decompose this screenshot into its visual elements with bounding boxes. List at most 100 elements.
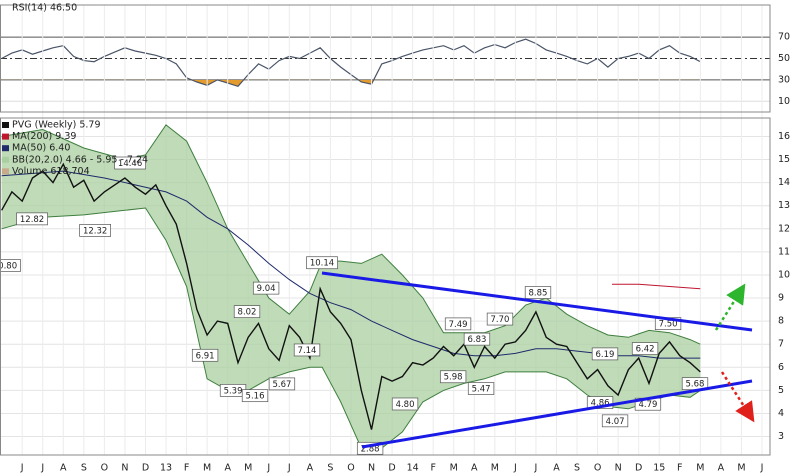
x-tick-label: J	[40, 463, 44, 474]
x-tick-label: N	[121, 463, 128, 474]
x-tick-label: M	[203, 463, 211, 474]
y-tick-label: 16	[778, 131, 790, 142]
annotation-box	[601, 414, 629, 428]
x-tick-label: A	[60, 463, 67, 474]
y-tick-label: 5	[778, 385, 784, 396]
legend-label: MA(50) 6.40	[12, 143, 70, 154]
annotation-label: 5.16	[246, 392, 265, 402]
x-tick-label: D	[388, 463, 395, 474]
annotation-box	[293, 343, 321, 357]
annotation-box	[114, 156, 146, 170]
x-tick-label: N	[615, 463, 622, 474]
legend-label: MA(200) 9.39	[12, 131, 76, 142]
rsi-frame	[0, 4, 771, 113]
y-tick-label: 6	[778, 362, 784, 373]
annotation-box	[79, 224, 111, 237]
series-line	[0, 162, 701, 430]
legend-swatch	[2, 122, 9, 128]
annotation-label: 12.82	[20, 215, 44, 225]
y-tick-label: 8	[778, 316, 784, 327]
annotation-label: 5.39	[224, 386, 243, 396]
legend-label: Volume 618,704	[12, 166, 90, 177]
legend-label: BB(20,2.0) 4.66 - 5.95 - 7.24	[12, 154, 148, 165]
annotation-label: 14.46	[118, 159, 142, 169]
band-upper	[1, 124, 701, 345]
x-tick-label: S	[81, 463, 87, 474]
legend-swatch	[2, 133, 9, 140]
x-tick-label: F	[430, 463, 435, 474]
annotation-box	[233, 305, 261, 319]
x-tick-label: M	[491, 463, 499, 474]
annotation-box	[591, 347, 619, 361]
annotation-label: 5.98	[444, 373, 463, 383]
y-tick-label: 12	[778, 223, 790, 234]
x-tick-label: D	[635, 463, 642, 474]
annotation-box	[268, 377, 296, 391]
rsi-title: RSI(14) 46.50	[12, 3, 77, 14]
annotation-box	[191, 348, 219, 362]
annotation-label: 6.91	[196, 351, 215, 361]
y-tick-label: 11	[778, 246, 790, 257]
annotation-label: 8.02	[238, 308, 257, 318]
annotation-label: 5.67	[272, 380, 291, 390]
annotation-box	[486, 312, 514, 326]
annotation-label: 6.83	[467, 335, 486, 345]
x-tick-label: A	[718, 463, 725, 474]
x-tick-label: O	[347, 463, 354, 474]
x-tick-label: A	[553, 463, 560, 474]
x-tick-label: M	[244, 463, 252, 474]
annotation-label: 7.14	[298, 346, 317, 356]
x-tick-label: N	[368, 463, 375, 474]
annotation-box	[0, 259, 21, 272]
x-tick-label: J	[760, 463, 764, 474]
oversold-area	[191, 79, 374, 87]
x-tick-label: A	[471, 463, 478, 474]
y-tick-label: 30	[778, 74, 790, 85]
annotation-label: 2.88	[361, 444, 380, 454]
annotation-box	[306, 256, 338, 270]
y-tick-label: 4	[778, 408, 784, 419]
x-tick-label: 15	[653, 463, 665, 474]
price-panel: 3 4 5 6 7 8 9 10 11 12 13 14 15 16 J J A S O N D 13 F M A M J J A S O N…	[0, 5, 790, 474]
legend-swatch	[2, 168, 9, 175]
support-line	[361, 379, 753, 449]
x-tick-label: O	[101, 463, 108, 474]
x-tick-label: J	[20, 463, 24, 474]
price-frame	[0, 117, 771, 456]
x-tick-label: 14	[407, 463, 419, 474]
legend-swatch	[2, 145, 9, 152]
x-tick-label: D	[142, 463, 149, 474]
x-tick-label: J	[266, 463, 270, 474]
y-tick-label: 3	[778, 431, 784, 442]
annotation-box	[252, 281, 280, 295]
x-tick-label: M	[737, 463, 745, 474]
plot-area	[0, 124, 701, 449]
legend-label: PVG (Weekly) 5.79	[12, 120, 100, 131]
resistance-line	[321, 271, 753, 332]
y-tick-label: 10	[778, 269, 790, 280]
annotation-label: 7.50	[659, 320, 678, 330]
annotation-box	[444, 317, 472, 331]
annotation-label: 4.80	[396, 400, 415, 410]
annotation-label: 7.70	[491, 315, 510, 325]
annotation-label: 8.85	[529, 289, 548, 299]
annotation-box	[241, 389, 269, 403]
annotation-box	[631, 342, 659, 355]
x-tick-label: J	[287, 463, 291, 474]
x-tick-label: S	[574, 463, 580, 474]
annotation-box	[524, 286, 552, 299]
annotation-label: 6.19	[596, 350, 615, 360]
x-tick-label: M	[696, 463, 704, 474]
annotation-label: 5.68	[686, 380, 705, 390]
y-tick-label: 70	[778, 32, 790, 43]
annotation-label: 10.14	[310, 259, 334, 269]
x-tick-label: F	[677, 463, 682, 474]
x-tick-label: 13	[160, 463, 172, 474]
x-tick-label: A	[224, 463, 231, 474]
annotation-box	[467, 382, 495, 395]
y-tick-label: 15	[778, 154, 790, 165]
annotation-box	[439, 370, 467, 384]
